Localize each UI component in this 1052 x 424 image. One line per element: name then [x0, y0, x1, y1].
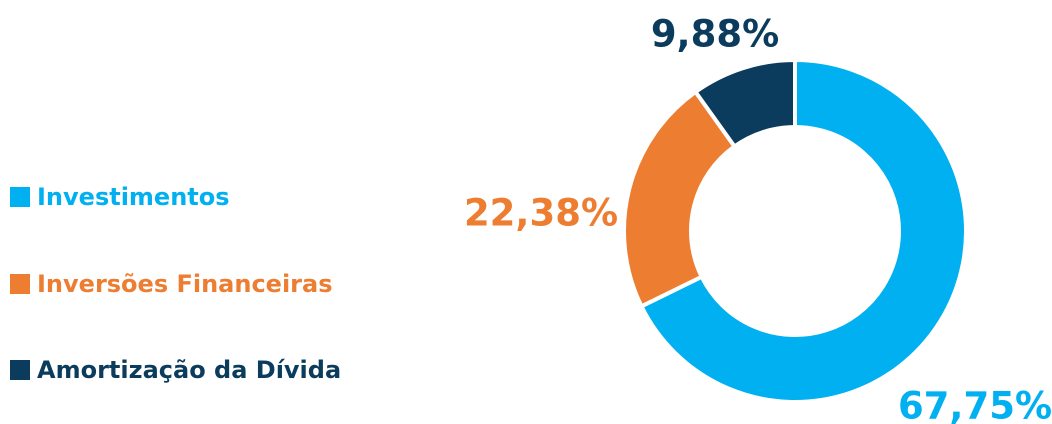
data-label: 9,88% [651, 13, 779, 56]
legend-label: Investimentos [37, 183, 230, 211]
legend-swatch [10, 274, 30, 294]
donut-slice [692, 57, 797, 150]
legend-swatch [10, 360, 30, 380]
donut-slice [622, 89, 738, 309]
legend-swatch [10, 187, 30, 207]
data-label: 67,75% [898, 385, 1052, 424]
donut-slice [638, 57, 968, 404]
legend-label: Amortização da Dívida [37, 356, 341, 384]
legend-label: Inversões Financeiras [37, 270, 333, 298]
data-label: 22,38% [464, 192, 618, 235]
